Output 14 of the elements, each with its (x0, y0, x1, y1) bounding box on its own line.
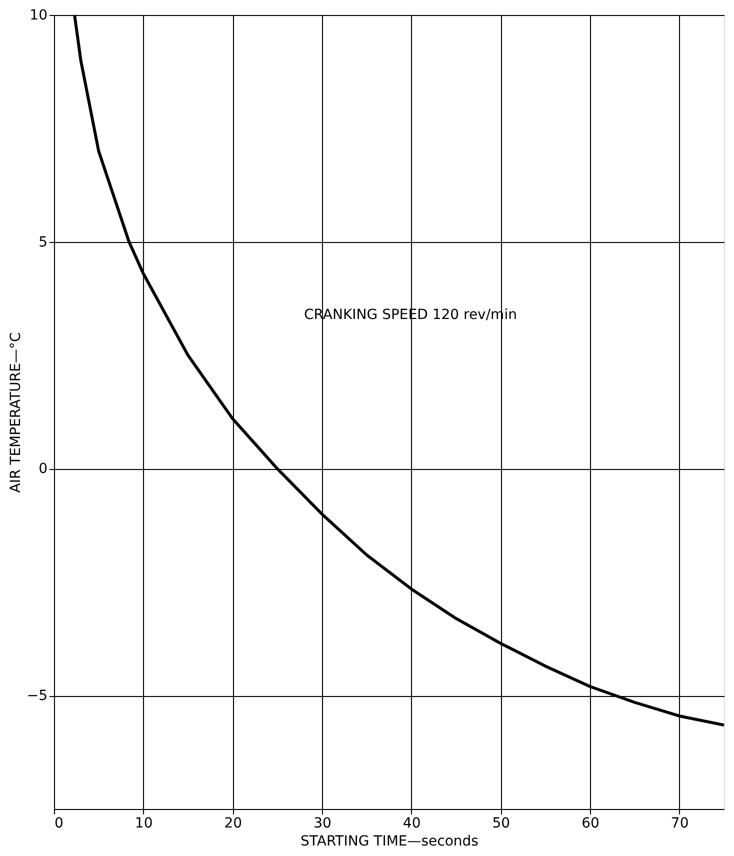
y-tick-label: 5 (38, 234, 48, 250)
x-tick-label: 20 (224, 816, 242, 832)
x-axis-title: STARTING TIME—seconds (300, 834, 478, 850)
x-tick-label: 30 (314, 816, 332, 832)
x-tick-label: 60 (582, 816, 600, 832)
y-tick-label: −5 (26, 688, 48, 704)
y-tick-label: 0 (38, 461, 48, 478)
x-tick-label: 70 (670, 816, 689, 832)
y-axis-title: AIR TEMPERATURE—°C (8, 332, 24, 493)
x-tick-label: 50 (492, 816, 510, 832)
x-tick-label: 40 (402, 816, 421, 832)
x-tick-label: 10 (134, 816, 153, 832)
y-tick-label: 10 (30, 8, 48, 24)
x-tick-label: 0 (54, 816, 64, 832)
